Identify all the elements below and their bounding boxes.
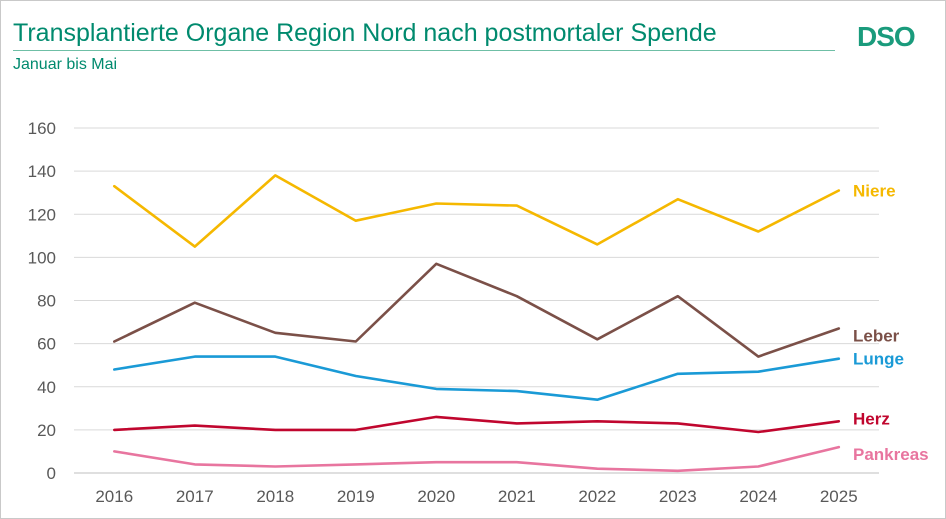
x-tick-label: 2019 <box>337 487 375 506</box>
x-tick-label: 2023 <box>659 487 697 506</box>
series-label-niere: Niere <box>853 182 896 201</box>
y-tick-label: 60 <box>37 335 56 354</box>
x-tick-label: 2020 <box>417 487 455 506</box>
series-line-leber <box>113 262 841 358</box>
series-line-lunge <box>113 355 841 402</box>
dso-logo: DSO <box>857 21 916 52</box>
y-tick-label: 140 <box>28 162 56 181</box>
series-label-leber: Leber <box>853 327 900 346</box>
y-tick-label: 160 <box>28 119 56 138</box>
y-tick-label: 0 <box>47 464 56 483</box>
series-label-pankreas: Pankreas <box>853 445 929 464</box>
page-title: Transplantierte Organe Region Nord nach … <box>13 19 717 47</box>
y-tick-label: 40 <box>37 378 56 397</box>
page-subtitle: Januar bis Mai <box>13 56 118 73</box>
series-label-herz: Herz <box>853 409 890 428</box>
x-tick-label: 2025 <box>820 487 858 506</box>
y-tick-label: 120 <box>28 205 56 224</box>
title-divider <box>13 50 835 51</box>
series-line-niere <box>113 174 841 248</box>
x-tick-label: 2017 <box>176 487 214 506</box>
x-tick-label: 2021 <box>498 487 536 506</box>
x-tick-label: 2018 <box>256 487 294 506</box>
y-tick-label: 80 <box>37 292 56 311</box>
x-tick-label: 2016 <box>95 487 133 506</box>
x-tick-label: 2024 <box>739 487 777 506</box>
x-tick-label: 2022 <box>578 487 616 506</box>
series-line-herz <box>113 415 841 434</box>
y-tick-label: 20 <box>37 421 56 440</box>
series-line-pankreas <box>113 445 841 473</box>
series-label-lunge: Lunge <box>853 350 904 369</box>
y-tick-label: 100 <box>28 248 56 267</box>
